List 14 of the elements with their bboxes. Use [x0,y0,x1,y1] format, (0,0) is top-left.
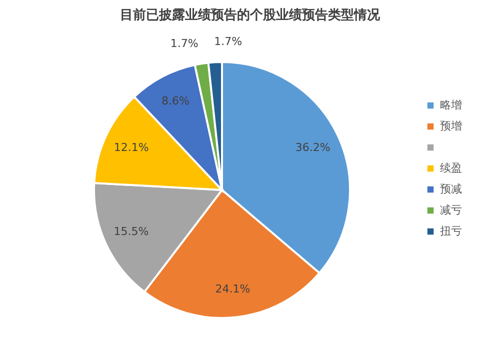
data-label: 15.5% [114,224,149,238]
legend-label: 续盈 [440,162,462,174]
legend-label: 扭亏 [440,224,462,238]
data-label: 8.6% [161,94,190,108]
legend-label: 略增 [440,98,462,112]
data-label: 36.2% [295,141,330,154]
legend-label: 减亏 [440,204,462,216]
data-label: 1.7% [214,35,242,48]
legend-label: 预增 [440,120,462,132]
legend-label: 预减 [440,182,462,196]
data-label: 12.1% [114,140,149,154]
data-label: 24.1% [215,282,250,296]
chart-title: 目前已披露业绩预告的个股业绩预告类型情况 [120,7,381,23]
data-label: 1.7% [170,36,198,50]
